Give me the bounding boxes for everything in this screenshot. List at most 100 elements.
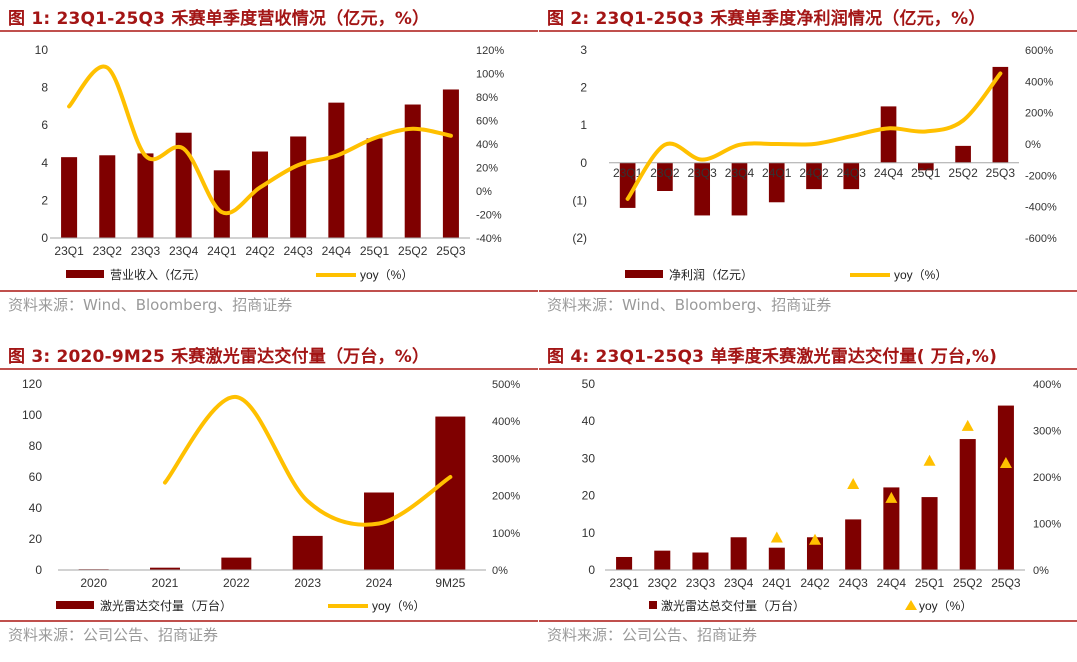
- source-rule: [0, 290, 538, 292]
- bar: [61, 157, 78, 238]
- revenue-chart: 0 2 4 6 8 10 -40% -20% 0% 20% 40% 60% 80% 100% 120% 23Q…: [35, 43, 505, 282]
- y-tick-label: 100: [22, 408, 42, 422]
- y2-tick-label: 0%: [1033, 565, 1049, 577]
- x-tick-label: 24Q2: [800, 576, 830, 590]
- x-tick-label: 23Q4: [169, 244, 199, 258]
- bar: [657, 162, 673, 191]
- x-tick-label: 24Q3: [839, 576, 869, 590]
- bar: [251, 151, 269, 238]
- legend-line-label: yoy（%）: [894, 268, 947, 282]
- y-tick-label: 60: [29, 470, 43, 484]
- yoy-line: [625, 71, 1003, 201]
- x-tick-label: 2021: [152, 576, 179, 590]
- y2-tick-label: 200%: [492, 491, 520, 503]
- bar: [955, 145, 971, 163]
- panel-title: 图 3: 2020-9M25 禾赛激光雷达交付量（万台，%）: [8, 347, 430, 367]
- y2-tick-label: 0%: [1025, 139, 1041, 151]
- bar: [442, 89, 459, 238]
- legend-bar-label: 激光雷达交付量（万台）: [100, 598, 232, 613]
- bar: [731, 162, 748, 216]
- bar: [435, 416, 466, 570]
- legend-line-label: yoy（%）: [919, 599, 972, 613]
- bar: [992, 66, 1009, 163]
- legend-line-label: yoy（%）: [360, 268, 413, 282]
- y-tick-label: 0: [35, 563, 42, 577]
- panel-quarterly-shipments: 图 4: 23Q1-25Q3 单季度禾赛激光雷达交付量( 万台,%) 0 10 20…: [539, 338, 1077, 662]
- bar: [213, 170, 230, 238]
- y-tick-label: 8: [41, 81, 48, 95]
- bar: [917, 162, 934, 171]
- bar: [880, 106, 897, 163]
- yoy-marker: [999, 457, 1012, 469]
- x-tick-label: 2020: [80, 576, 107, 590]
- y2-tick-label: 0%: [492, 565, 508, 577]
- y2-tick-label: 0%: [476, 186, 492, 198]
- x-tick-label: 24Q1: [207, 244, 237, 258]
- y2-tick-label: 300%: [1033, 426, 1061, 438]
- bar: [921, 497, 938, 570]
- bar: [221, 557, 252, 570]
- x-tick-label: 23Q2: [650, 166, 680, 180]
- y2-tick-label: -600%: [1025, 233, 1057, 245]
- bar: [366, 138, 383, 238]
- bar: [768, 547, 785, 570]
- y-tick-label: 30: [582, 451, 596, 465]
- x-tick-label: 25Q2: [398, 244, 428, 258]
- legend-bar-swatch: [66, 270, 104, 278]
- bar: [806, 162, 822, 190]
- y-tick-label: (2): [572, 231, 587, 245]
- bar: [616, 556, 633, 570]
- y-tick-label: 0: [41, 231, 48, 245]
- panel-title: 图 1: 23Q1-25Q3 禾赛单季度营收情况（亿元，%）: [8, 9, 430, 29]
- y-tick-label: 0: [580, 156, 587, 170]
- y-tick-label: 20: [582, 489, 596, 503]
- source-note: 资料来源：Wind、Bloomberg、招商证券: [547, 296, 832, 314]
- bar: [364, 492, 394, 570]
- panel-title: 图 4: 23Q1-25Q3 单季度禾赛激光雷达交付量( 万台,%): [547, 347, 998, 367]
- y2-tick-label: 400%: [492, 416, 520, 428]
- y2-tick-label: 500%: [492, 379, 520, 391]
- x-tick-label: 25Q3: [986, 166, 1016, 180]
- y2-tick-label: 80%: [476, 92, 498, 104]
- bar: [694, 162, 711, 216]
- y2-tick-label: 60%: [476, 116, 498, 128]
- y-tick-label: 40: [582, 414, 596, 428]
- y2-tick-label: 200%: [1025, 108, 1053, 120]
- bar: [150, 567, 180, 570]
- x-tick-label: 2024: [366, 576, 393, 590]
- y-tick-label: 2: [41, 193, 48, 207]
- source-note: 资料来源：公司公告、招商证券: [547, 626, 758, 644]
- bar: [654, 550, 671, 570]
- title-rule: [539, 368, 1077, 370]
- y-tick-label: 80: [29, 439, 43, 453]
- x-tick-label: 24Q4: [322, 244, 352, 258]
- y2-tick-label: -400%: [1025, 202, 1057, 214]
- x-tick-label: 2022: [223, 576, 250, 590]
- legend-bar-label: 激光雷达总交付量（万台）: [661, 598, 805, 613]
- bar: [843, 162, 860, 190]
- y2-tick-label: 40%: [476, 139, 498, 151]
- x-tick-label: 25Q3: [436, 244, 466, 258]
- bar: [137, 153, 154, 238]
- y-tick-label: 3: [580, 43, 587, 57]
- yoy-marker: [770, 531, 783, 543]
- title-rule: [0, 30, 538, 32]
- y2-tick-label: 120%: [476, 45, 504, 57]
- bar: [959, 439, 976, 570]
- bar: [290, 136, 307, 238]
- panel-net-profit: 图 2: 23Q1-25Q3 禾赛单季度净利润情况（亿元，%） (2) (1) 0 1…: [539, 0, 1077, 324]
- y-tick-label: 120: [22, 377, 42, 391]
- x-tick-label: 24Q4: [877, 576, 907, 590]
- x-tick-label: 2023: [294, 576, 321, 590]
- y2-tick-label: -20%: [476, 210, 502, 222]
- bar: [806, 537, 824, 570]
- x-tick-label: 23Q3: [686, 576, 716, 590]
- x-tick-label: 25Q1: [360, 244, 390, 258]
- panel-revenue: 图 1: 23Q1-25Q3 禾赛单季度营收情况（亿元，%） 0 2 4 6 8 10 -4…: [0, 0, 538, 324]
- annual-shipments-chart: 0 20 40 60 80 100 120 0% 100% 200% 300% 400% 500% 202…: [22, 377, 520, 613]
- x-tick-label: 23Q1: [613, 166, 643, 180]
- panel-title: 图 2: 23Q1-25Q3 禾赛单季度净利润情况（亿元，%）: [547, 9, 986, 29]
- y-tick-label: 1: [580, 118, 587, 132]
- y2-tick-label: 20%: [476, 163, 498, 175]
- x-tick-label: 23Q3: [688, 166, 718, 180]
